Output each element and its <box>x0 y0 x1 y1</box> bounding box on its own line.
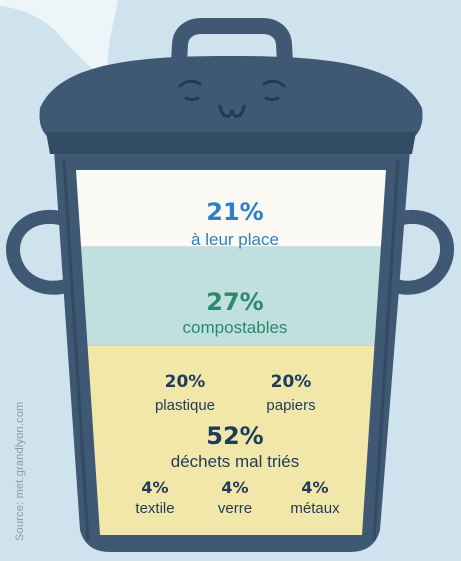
plastique-pct-label: 20% <box>164 372 206 392</box>
left-handle <box>6 209 73 295</box>
segment-compost <box>81 246 381 346</box>
metaux-pct-label: 4% <box>301 478 329 497</box>
metaux-label: métaux <box>290 500 340 517</box>
textile-label: textile <box>135 500 175 517</box>
place-label: à leur place <box>191 230 279 249</box>
papiers-label: papiers <box>266 397 316 414</box>
speech-bubble <box>0 0 118 82</box>
segment-misorted <box>87 345 375 535</box>
misorted-label: déchets mal triés <box>170 452 300 471</box>
plastique-label: plastique <box>154 397 216 414</box>
right-rib <box>372 159 400 541</box>
source-credit: Source: met.grandlyon.com <box>14 401 26 541</box>
segment-place <box>76 170 386 247</box>
misorted-pct-label: 52% <box>206 422 264 450</box>
place-pct-label: 21% <box>206 198 264 226</box>
papiers-pct-label: 20% <box>270 372 312 392</box>
compost-pct-label: 27% <box>206 288 264 316</box>
right-handle <box>389 209 455 295</box>
left-rib <box>62 159 90 541</box>
lid-handle <box>170 18 294 83</box>
bin-face <box>178 79 286 118</box>
compost-label: compostables <box>182 318 288 337</box>
textile-pct-label: 4% <box>141 478 169 497</box>
verre-pct-label: 4% <box>221 478 249 497</box>
lid <box>39 56 423 140</box>
verre-label: verre <box>217 500 253 517</box>
lid-rim <box>46 132 416 154</box>
